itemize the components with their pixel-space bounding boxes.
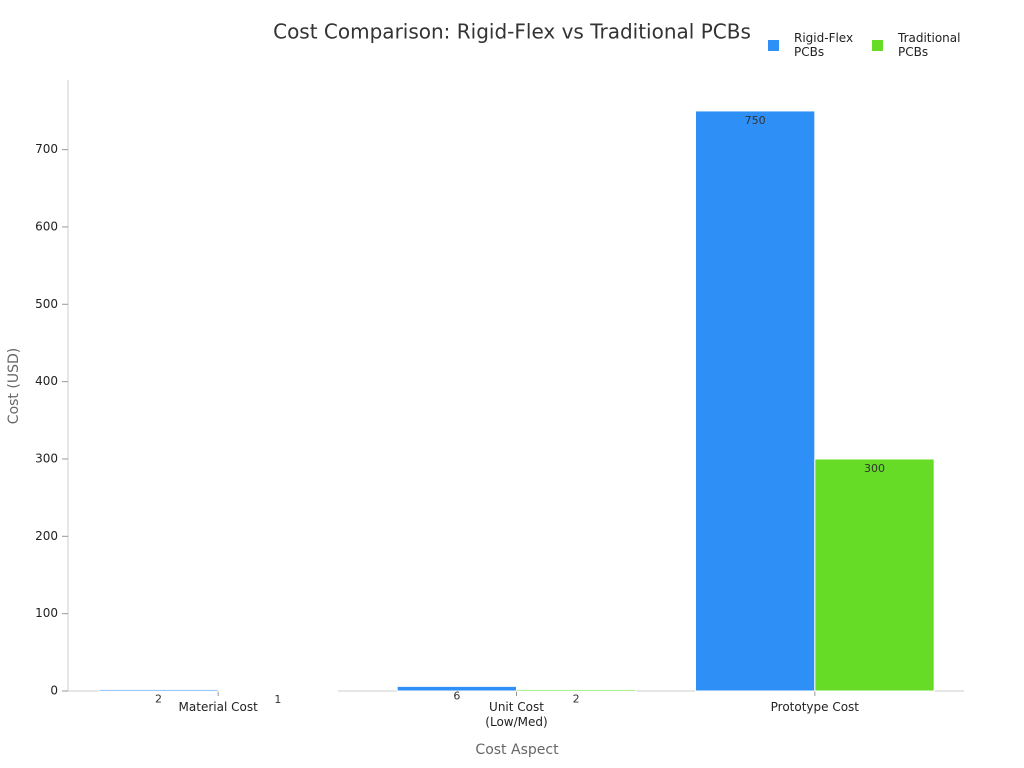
value-label: 750 xyxy=(745,114,766,127)
y-tick-label: 0 xyxy=(50,684,58,698)
legend-label: Rigid-Flex PCBs xyxy=(794,31,854,59)
y-tick-label: 600 xyxy=(35,219,58,233)
bar xyxy=(396,685,517,692)
value-label: 300 xyxy=(864,462,885,475)
legend-label: Traditional PCBs xyxy=(898,31,961,59)
legend-swatch xyxy=(768,39,779,51)
y-tick-label: 100 xyxy=(35,606,58,620)
y-tick-label: 200 xyxy=(35,529,58,543)
value-label: 2 xyxy=(155,692,162,705)
bar xyxy=(814,458,935,692)
bar xyxy=(516,688,637,692)
x-tick-label: Unit Cost (Low/Med) xyxy=(485,700,548,729)
y-tick-label: 400 xyxy=(35,374,58,388)
x-axis-label: Cost Aspect xyxy=(475,742,559,758)
chart-title: Cost Comparison: Rigid-Flex vs Tradition… xyxy=(273,20,751,44)
value-label: 1 xyxy=(274,693,281,706)
x-tick-label: Prototype Cost xyxy=(770,700,860,714)
bar xyxy=(98,688,219,692)
value-label: 6 xyxy=(453,689,460,702)
legend-item: Traditional PCBs xyxy=(872,31,968,59)
x-tick-label: Material Cost xyxy=(178,700,258,714)
y-tick-label: 300 xyxy=(35,451,58,465)
y-tick-label: 700 xyxy=(35,142,58,156)
legend-swatch xyxy=(872,39,883,51)
y-axis-label: Cost (USD) xyxy=(6,348,22,424)
value-label: 2 xyxy=(573,692,580,705)
y-tick-label: 500 xyxy=(35,297,58,311)
bar xyxy=(217,689,339,692)
bar xyxy=(695,110,816,692)
legend-item: Rigid-Flex PCBs xyxy=(768,31,864,59)
